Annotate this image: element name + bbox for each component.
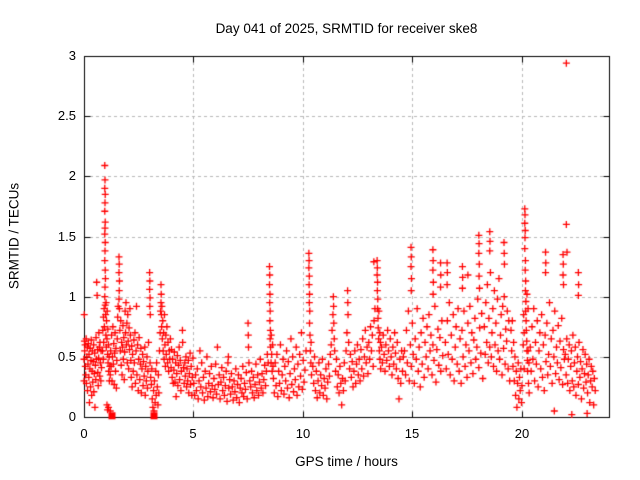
- y-tick-label-3: 3: [68, 48, 76, 63]
- y-axis-label-text: SRMTID / TECUs: [6, 182, 22, 290]
- y-tick-label-2.5: 2.5: [57, 108, 76, 123]
- chart-title: Day 041 of 2025, SRMTID for receiver ske…: [215, 21, 478, 36]
- x-tick-label-10: 10: [295, 426, 311, 441]
- y-tick-label-2: 2: [68, 168, 76, 183]
- x-tick-label-20: 20: [514, 426, 530, 441]
- x-tick-label-0: 0: [80, 426, 88, 441]
- x-axis-label: GPS time / hours: [295, 454, 398, 469]
- x-tick-label-5: 5: [189, 426, 197, 441]
- y-tick-label-0.5: 0.5: [57, 349, 76, 364]
- y-tick-label-1.5: 1.5: [57, 229, 76, 244]
- y-tick-label-1: 1: [68, 289, 76, 304]
- x-tick-label-15: 15: [404, 426, 420, 441]
- y-tick-label-0: 0: [68, 409, 76, 424]
